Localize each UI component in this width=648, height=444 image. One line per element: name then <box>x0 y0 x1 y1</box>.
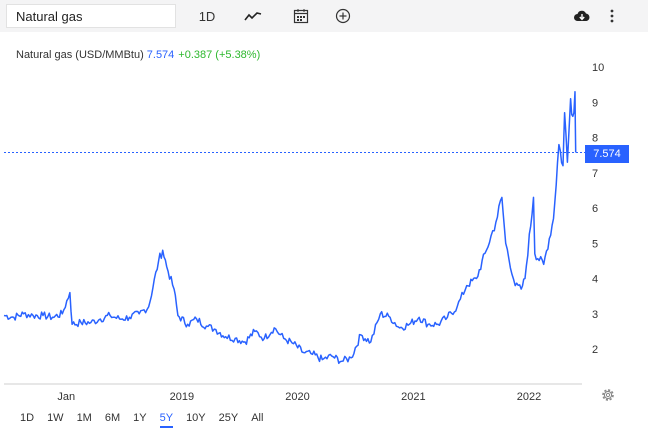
y-tick-label: 2 <box>592 344 598 356</box>
y-tick-label: 9 <box>592 97 598 109</box>
more-vertical-icon[interactable] <box>602 4 622 28</box>
y-tick-label: 3 <box>592 309 598 321</box>
settings-gear-icon[interactable] <box>600 387 616 403</box>
x-tick-label: 2021 <box>401 391 425 403</box>
x-tick-label: 2022 <box>517 391 541 403</box>
top-toolbar: Natural gas 1D <box>0 0 648 32</box>
range-button-25y[interactable]: 25Y <box>218 412 239 424</box>
symbol-name: Natural gas <box>16 9 83 24</box>
y-tick-label: 5 <box>592 238 598 250</box>
range-button-1w[interactable]: 1W <box>47 412 64 424</box>
range-button-1m[interactable]: 1M <box>76 412 92 424</box>
y-tick-label: 7 <box>592 168 598 180</box>
series-line-natural-gas <box>3 90 577 365</box>
last-price-label: 7.574 <box>585 145 629 163</box>
calendar-icon[interactable] <box>288 4 314 28</box>
range-button-10y[interactable]: 10Y <box>186 412 206 424</box>
range-selector: 1D 1W 1M 6M 1Y 5Y 10Y 25Y All <box>0 406 648 430</box>
interval-button[interactable]: 1D <box>190 4 224 28</box>
legend-change: +0.387 (+5.38%) <box>178 49 261 61</box>
y-tick-label: 8 <box>592 133 598 145</box>
price-chart[interactable]: 2 3 4 5 6 7 8 9 10 Jan 2019 2020 2021 2022 <box>0 32 648 444</box>
y-tick-label: 10 <box>592 62 604 74</box>
add-indicator-icon[interactable] <box>330 4 356 28</box>
y-tick-label: 4 <box>592 274 598 286</box>
x-tick-label: Jan <box>57 391 75 403</box>
symbol-search-input[interactable]: Natural gas <box>6 4 176 28</box>
range-button-1d[interactable]: 1D <box>20 412 35 424</box>
range-button-1y[interactable]: 1Y <box>133 412 147 424</box>
range-button-6m[interactable]: 6M <box>104 412 121 424</box>
range-button-all[interactable]: All <box>251 412 264 424</box>
interval-label: 1D <box>198 8 216 24</box>
y-tick-label: 6 <box>592 203 598 215</box>
legend-series-name: Natural gas (USD/MMBtu) <box>16 49 144 61</box>
x-tick-label: 2019 <box>170 391 194 403</box>
legend-price: 7.574 <box>146 49 175 61</box>
range-button-5y[interactable]: 5Y <box>154 408 179 428</box>
download-cloud-icon[interactable] <box>570 4 594 28</box>
chart-legend: Natural gas (USD/MMBtu) 7.574 +0.387 (+5.3… <box>16 49 260 61</box>
chart-type-line-icon[interactable] <box>240 4 266 28</box>
x-tick-label: 2020 <box>285 391 309 403</box>
